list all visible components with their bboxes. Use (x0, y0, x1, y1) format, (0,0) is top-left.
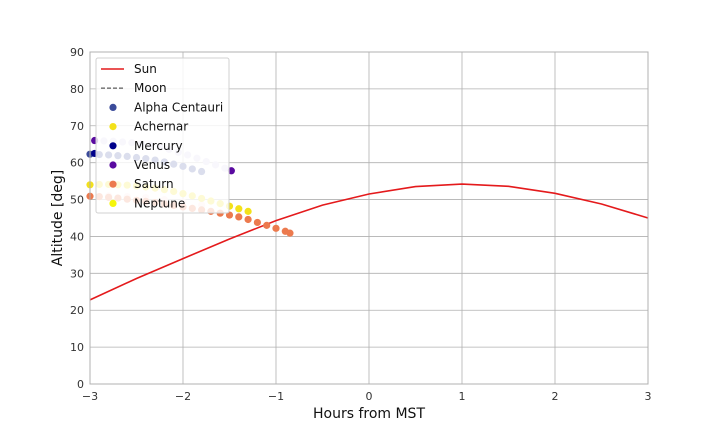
achernar-point (235, 205, 243, 213)
y-tick-label: 90 (70, 46, 84, 59)
saturn-point (263, 221, 271, 229)
x-tick-label: −1 (268, 390, 284, 403)
sun-line (89, 183, 649, 301)
y-tick-label: 20 (70, 304, 84, 317)
y-axis-label: Altitude [deg] (50, 170, 66, 266)
legend: Sun Moon Alpha Centauri Achernar Mercury Venu… (95, 57, 230, 214)
x-tick-label: −3 (82, 390, 98, 403)
legend-swatch-saturn (109, 180, 117, 188)
saturn-point (286, 229, 294, 237)
y-tick-label: 80 (70, 83, 84, 96)
legend-label-achernar: Achernar (134, 120, 188, 134)
x-tick-label: 1 (459, 390, 466, 403)
x-axis-label: Hours from MST (313, 406, 425, 422)
y-tick-label: 50 (70, 194, 84, 207)
legend-box (95, 57, 230, 214)
legend-swatch-achernar (109, 123, 117, 131)
legend-swatch-mercury (109, 142, 117, 150)
legend-swatch-alpha-centauri (109, 103, 117, 111)
legend-label-mercury: Mercury (134, 139, 183, 153)
x-tick-label: −2 (175, 390, 191, 403)
legend-swatch-venus (109, 161, 117, 169)
y-tick-label: 70 (70, 120, 84, 133)
y-tick-label: 40 (70, 230, 84, 243)
saturn-point (244, 215, 252, 224)
legend-swatch-neptune (109, 199, 117, 207)
legend-label-sun: Sun (134, 62, 157, 76)
legend-label-neptune: Neptune (134, 196, 185, 210)
saturn-point (253, 218, 261, 227)
legend-label-alpha-centauri: Alpha Centauri (134, 100, 223, 114)
y-tick-label: 0 (77, 378, 84, 391)
saturn-point (235, 213, 243, 221)
legend-label-saturn: Saturn (134, 177, 174, 191)
y-tick-label: 60 (70, 157, 84, 170)
plot-frame (89, 51, 649, 385)
y-tick-label: 30 (70, 267, 84, 280)
x-tick-label: 3 (645, 390, 652, 403)
x-tick-label: 2 (552, 390, 559, 403)
y-tick-label: 10 (70, 341, 84, 354)
venus-point (227, 167, 235, 175)
legend-label-venus: Venus (134, 158, 170, 172)
saturn-point (272, 224, 280, 232)
x-tick-label: 0 (366, 390, 373, 403)
achernar-point (244, 207, 252, 215)
legend-label-moon: Moon (134, 81, 167, 95)
